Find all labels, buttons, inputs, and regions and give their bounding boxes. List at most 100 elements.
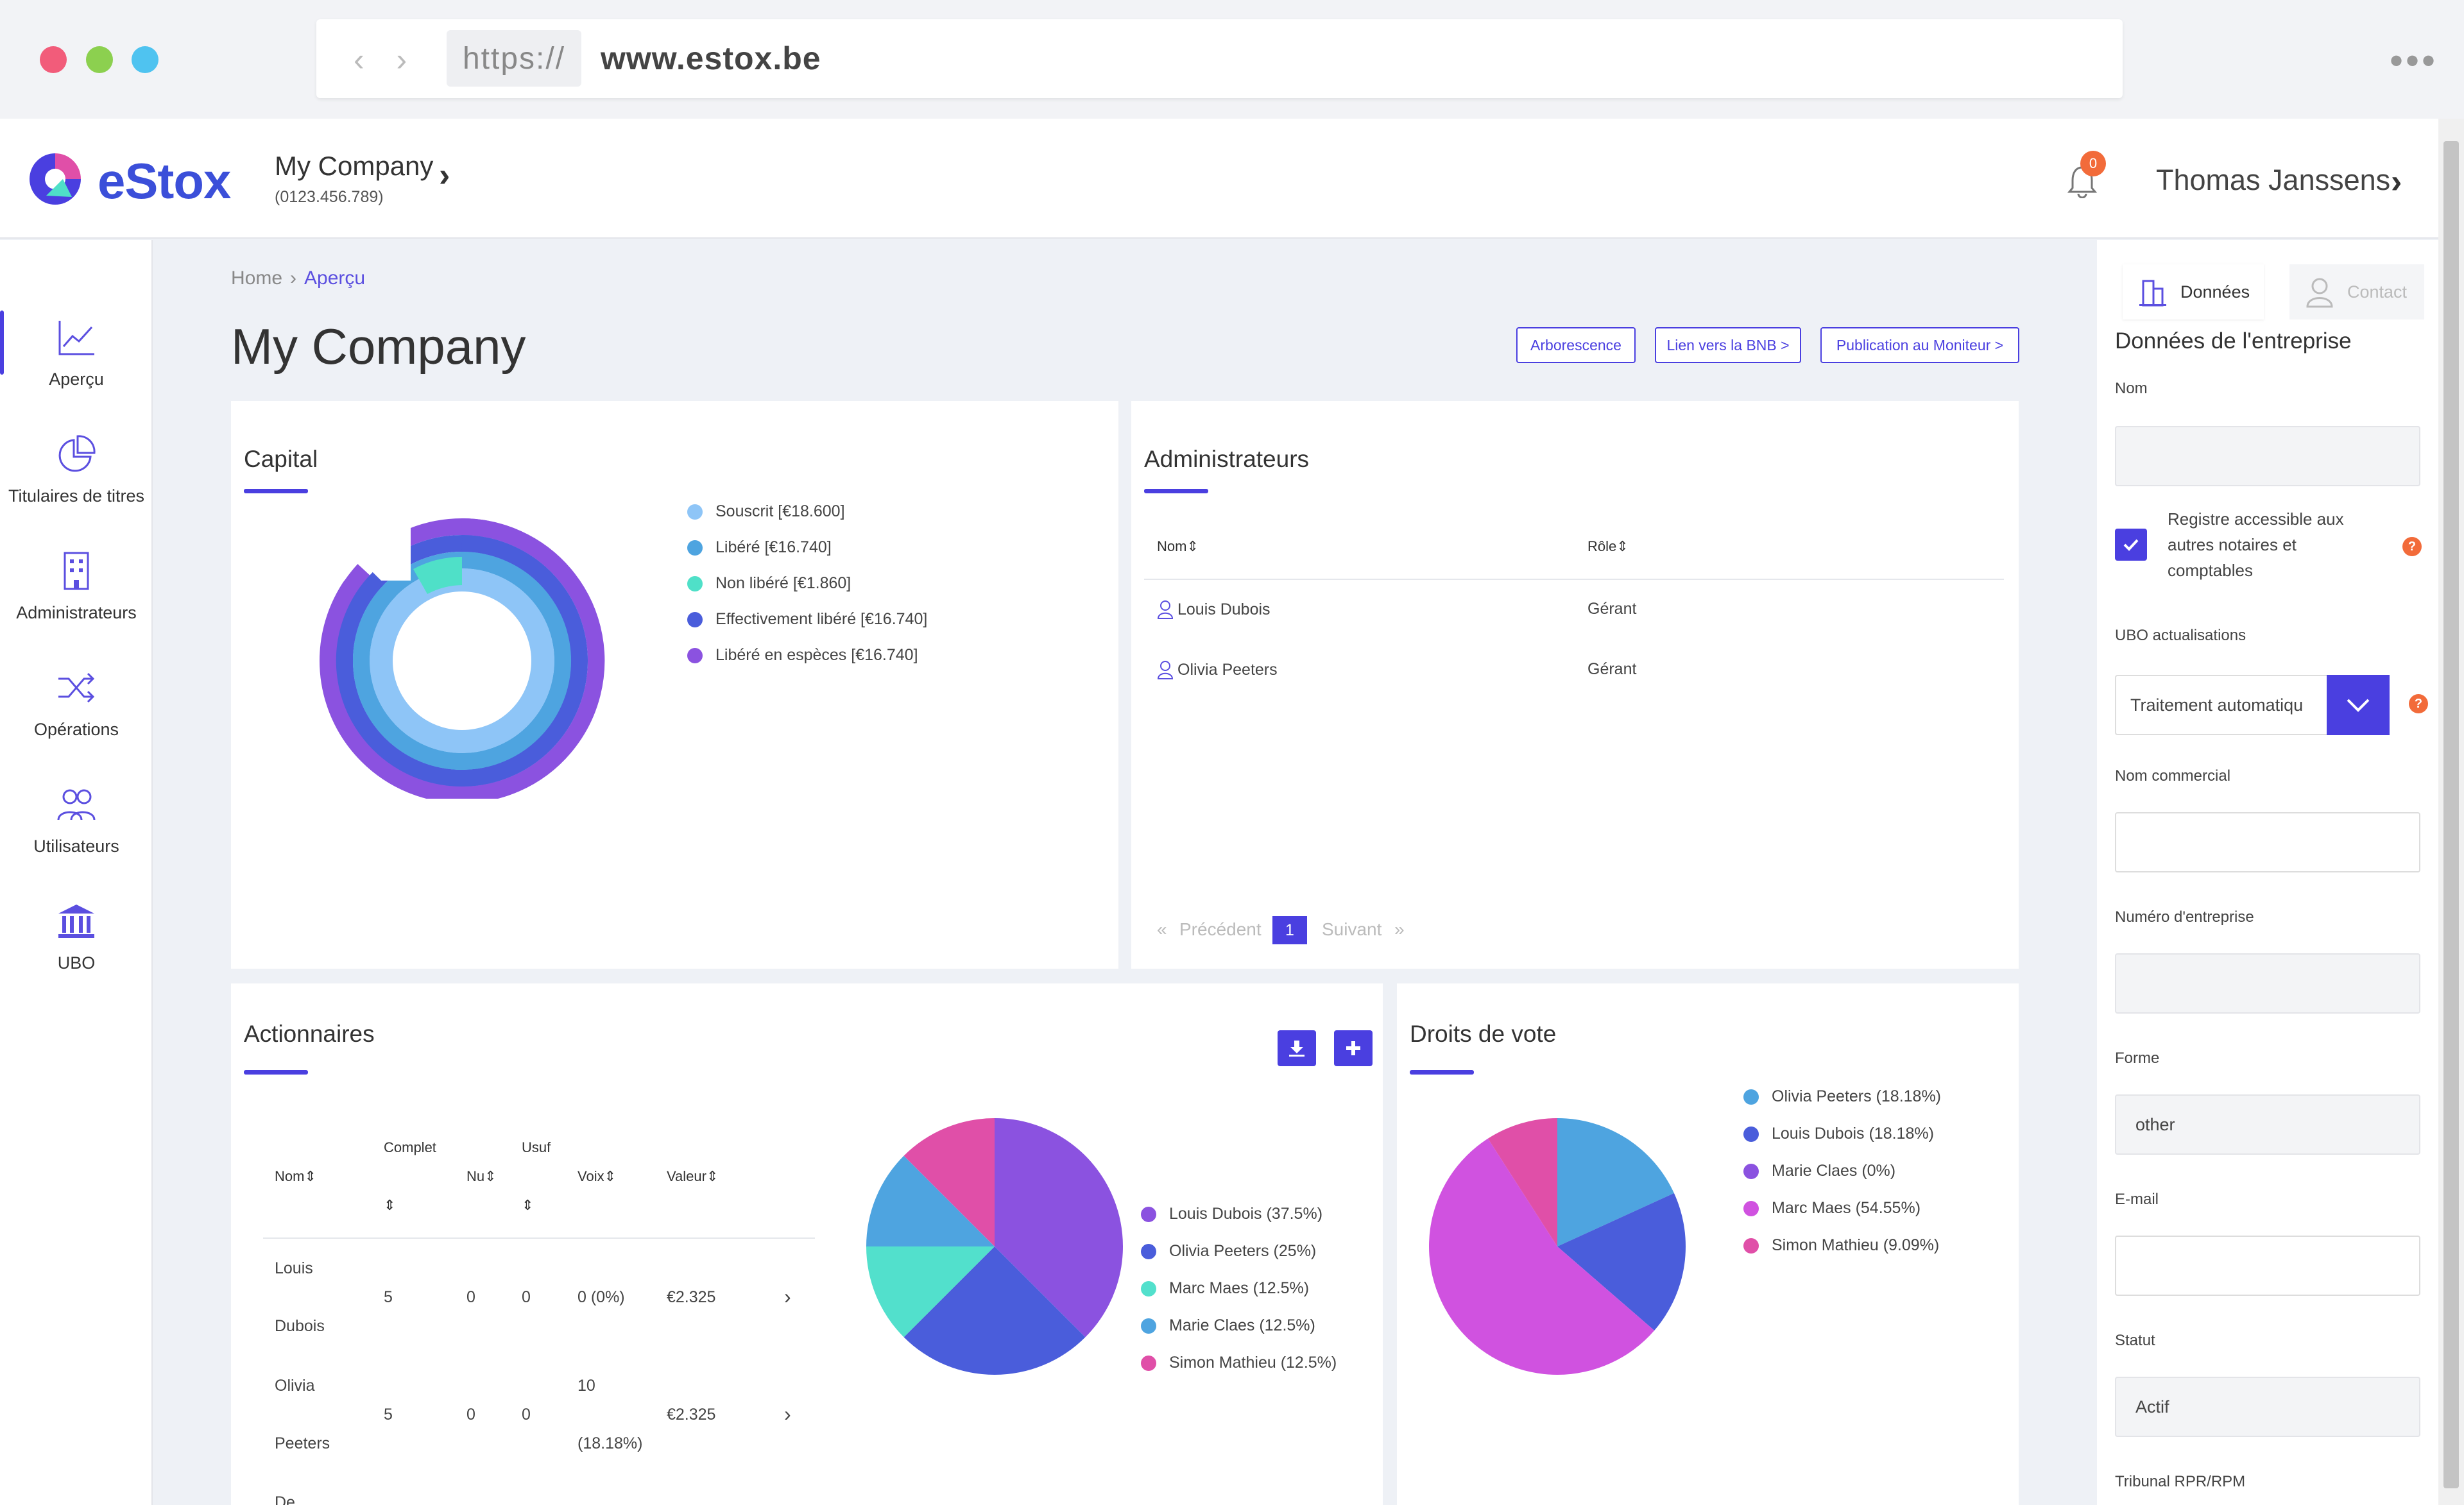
pager-previous[interactable]: Précédent <box>1179 919 1262 939</box>
nom-commercial-field[interactable] <box>2115 812 2420 872</box>
address-bar[interactable]: ‹ › https:// www.estox.be <box>316 19 2123 98</box>
capital-gap <box>314 504 411 581</box>
legend-dot <box>1141 1355 1156 1371</box>
registre-checkbox[interactable] <box>2115 529 2147 561</box>
help-icon[interactable]: ? <box>2409 694 2428 713</box>
legend-label: Olivia Peeters (25%) <box>1169 1242 1317 1260</box>
chevron-right-icon[interactable]: › <box>2391 163 2402 200</box>
pie-slice-simon-mathieu[interactable] <box>1487 1118 1557 1246</box>
chevron-right-icon[interactable]: › <box>784 1402 791 1425</box>
nom-field[interactable] <box>2115 426 2420 486</box>
pie-slice-olivia-peeters[interactable] <box>1557 1118 1674 1246</box>
more-options-icon[interactable]: ••• <box>2390 39 2438 82</box>
table-row[interactable]: Olivia Peeters <box>1157 660 1278 679</box>
sort-usuf-icon[interactable]: ⇕ <box>522 1197 534 1213</box>
legend-label: Non libéré [€1.860] <box>715 574 851 592</box>
droits-de-vote-card: Droits de vote Olivia Peeters (18.18%) Lo… <box>1397 983 2019 1505</box>
page-title: My Company <box>231 318 526 375</box>
pie-slice-marc-maes[interactable] <box>866 1246 995 1338</box>
logo-text[interactable]: eStox <box>98 153 231 209</box>
tab-donnees[interactable]: Données <box>2123 264 2264 319</box>
legend-dot <box>687 540 703 556</box>
nav-arrows-icon[interactable]: ‹ › <box>354 42 419 78</box>
pager-page-1[interactable]: 1 <box>1272 916 1307 944</box>
sidebar-item-operations[interactable]: Opérations <box>0 661 153 770</box>
chevron-right-icon[interactable]: › <box>784 1285 791 1308</box>
pie-slice-marie-claes[interactable] <box>866 1155 995 1246</box>
chevron-right-icon[interactable]: › <box>439 157 450 194</box>
scrollbar-thumb[interactable] <box>2443 141 2459 1488</box>
shareholder-name: Peeters <box>275 1434 330 1452</box>
pie-slice-marc-maes[interactable] <box>1429 1138 1655 1375</box>
sidebar-item-label: Titulaires de titres <box>8 486 145 506</box>
user-menu[interactable]: Thomas Janssens <box>2156 164 2391 196</box>
column-header-nu[interactable]: Nu⇕ <box>466 1168 497 1184</box>
bnb-link-button[interactable]: Lien vers la BNB > <box>1655 327 1801 363</box>
maximize-window-button[interactable] <box>132 46 158 73</box>
column-header-nom[interactable]: Nom⇕ <box>1157 538 1199 554</box>
tab-contact[interactable]: Contact <box>2289 264 2424 319</box>
sidebar-item-apercu[interactable]: Aperçu <box>0 310 153 420</box>
cell-complet: 5 <box>384 1406 393 1424</box>
ubo-select-toggle[interactable] <box>2327 675 2390 735</box>
sidebar-item-titulaires[interactable]: Titulaires de titres <box>0 427 153 536</box>
pager-next[interactable]: Suivant <box>1322 919 1382 939</box>
pie-slice-olivia-peeters[interactable] <box>903 1246 1086 1375</box>
legend-label: Libéré [€16.740] <box>715 538 832 556</box>
legend-label: Simon Mathieu (12.5%) <box>1169 1354 1337 1372</box>
download-button[interactable] <box>1278 1030 1316 1066</box>
cell-usuf: 0 <box>522 1288 531 1306</box>
field-label: E-mail <box>2115 1191 2159 1208</box>
company-switcher[interactable]: My Company <box>275 151 434 181</box>
cell-voix: 10 <box>578 1377 595 1395</box>
ubo-select[interactable]: Traitement automatiqu <box>2115 675 2390 735</box>
user-icon <box>1157 600 1174 619</box>
pager-last[interactable]: » <box>1394 919 1405 939</box>
cell-nu: 0 <box>466 1288 475 1306</box>
bank-icon <box>58 905 94 938</box>
column-header-voix[interactable]: Voix⇕ <box>578 1168 617 1184</box>
page-scrollbar[interactable] <box>2438 119 2464 1505</box>
field-label: Nom <box>2115 380 2148 397</box>
forme-field[interactable]: other <box>2115 1094 2420 1155</box>
sidebar-item-utilisateurs[interactable]: Utilisateurs <box>0 778 153 887</box>
sidebar-item-ubo[interactable]: UBO <box>0 894 153 1003</box>
browser-toolbar: ‹ › https:// www.estox.be ••• <box>0 0 2464 119</box>
cell-complet: 5 <box>384 1288 393 1306</box>
capital-radial-chart <box>314 504 605 799</box>
close-window-button[interactable] <box>40 46 67 73</box>
column-header-valeur[interactable]: Valeur⇕ <box>667 1168 719 1184</box>
add-shareholder-button[interactable] <box>1334 1030 1373 1066</box>
cell-nu: 0 <box>466 1406 475 1424</box>
pie-slice-simon-mathieu[interactable] <box>903 1118 995 1246</box>
column-header-label: Rôle <box>1587 538 1617 554</box>
sort-complet-icon[interactable]: ⇕ <box>384 1197 396 1213</box>
email-field[interactable] <box>2115 1236 2420 1296</box>
user-icon <box>2306 278 2333 308</box>
statut-field[interactable]: Actif <box>2115 1377 2420 1437</box>
table-row[interactable]: Louis Dubois <box>1157 600 1270 619</box>
legend-label: Olivia Peeters (18.18%) <box>1772 1087 1942 1105</box>
moniteur-publication-button[interactable]: Publication au Moniteur > <box>1820 327 2019 363</box>
pie-slice-louis-dubois[interactable] <box>1557 1193 1686 1331</box>
pager-first[interactable]: « <box>1157 919 1167 939</box>
estox-logo-icon[interactable] <box>27 151 83 207</box>
cell-voix: 0 (0%) <box>578 1288 625 1306</box>
column-header-role[interactable]: Rôle⇕ <box>1587 538 1629 554</box>
numero-entreprise-field[interactable] <box>2115 953 2420 1014</box>
checkbox-label: Registre accessible aux autres notaires … <box>2168 506 2344 583</box>
minimize-window-button[interactable] <box>86 46 113 73</box>
card-title: Capital <box>244 446 318 472</box>
field-label: Forme <box>2115 1050 2160 1067</box>
sidebar-item-administrateurs[interactable]: Administrateurs <box>0 544 153 653</box>
breadcrumb-home[interactable]: Home <box>231 268 283 289</box>
legend-dot <box>687 575 703 591</box>
column-header-nom[interactable]: Nom⇕ <box>275 1168 316 1184</box>
divider <box>1144 579 2004 580</box>
help-icon[interactable]: ? <box>2402 537 2422 556</box>
checkbox-label-line: Registre accessible aux <box>2168 509 2344 529</box>
arborescence-button[interactable]: Arborescence <box>1516 327 1636 363</box>
breadcrumb-current[interactable]: Aperçu <box>304 268 366 289</box>
tab-label: Contact <box>2347 282 2408 302</box>
pie-slice-louis-dubois[interactable] <box>995 1118 1123 1338</box>
